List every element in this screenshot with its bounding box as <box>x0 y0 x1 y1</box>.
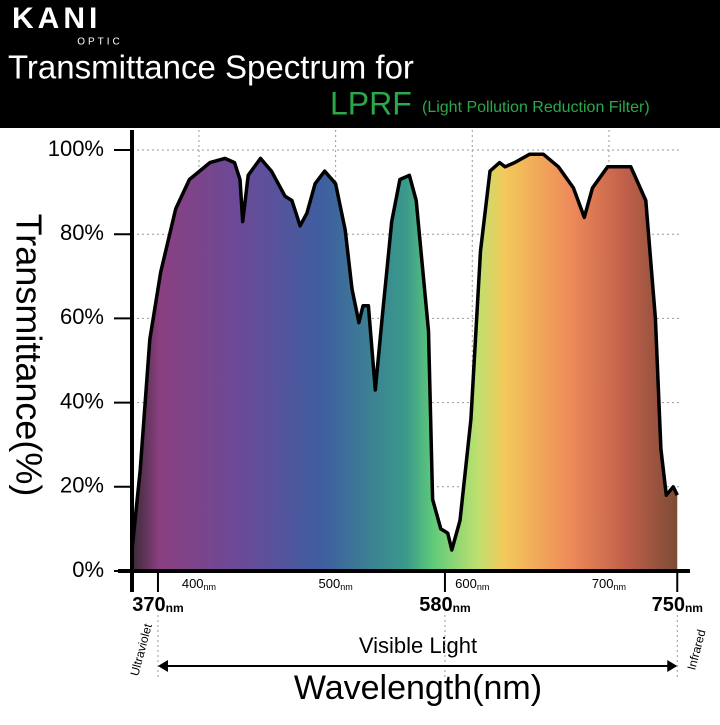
subtitle: LPRF <box>330 85 412 121</box>
x-tick-label-value: 400 <box>182 576 204 591</box>
y-axis-label: Transmittance(%) <box>8 214 49 497</box>
x-tick-label: 500nm <box>319 576 353 592</box>
major-x-tick-label-value: 580 <box>419 594 452 616</box>
y-tick-label: 60% <box>60 304 104 329</box>
spectrum-line <box>130 152 679 552</box>
major-x-tick-label-unit: nm <box>453 601 471 615</box>
x-tick-label: 700nm <box>592 576 626 592</box>
major-x-tick-label: 750nm <box>652 594 703 616</box>
x-tick-label-value: 700 <box>592 576 614 591</box>
major-x-tick-label-value: 750 <box>652 594 685 616</box>
x-axis-label: Wavelength(nm) <box>294 669 542 707</box>
x-tick-label-unit: nm <box>614 582 627 592</box>
area-fill <box>132 154 678 571</box>
subtitle-note: (Light Pollution Reduction Filter) <box>422 99 650 116</box>
x-tick-label-value: 500 <box>319 576 341 591</box>
left-label: Ultraviolet <box>127 622 155 678</box>
x-tick-label: 400nm <box>182 576 216 592</box>
major-x-tick-label: 370nm <box>132 594 183 616</box>
major-x-tick-label-unit: nm <box>166 601 184 615</box>
major-x-tick-label-value: 370 <box>132 594 165 616</box>
brand: KANI <box>12 2 101 35</box>
y-tick-label: 80% <box>60 220 104 245</box>
y-tick-label: 0% <box>72 557 104 582</box>
x-tick-label-unit: nm <box>340 582 353 592</box>
header <box>0 0 720 128</box>
x-tick-label: 600nm <box>455 576 489 592</box>
right-label: Infrared <box>684 628 708 672</box>
x-tick-label-unit: nm <box>204 582 217 592</box>
band-label: Visible Light <box>359 633 477 658</box>
chart-title: Transmittance Spectrum for <box>8 49 414 86</box>
y-tick-label: 100% <box>48 136 104 161</box>
x-tick-label-unit: nm <box>477 582 490 592</box>
y-tick-label: 40% <box>60 388 104 413</box>
major-x-tick-label-unit: nm <box>685 601 703 615</box>
x-tick-label-value: 600 <box>455 576 477 591</box>
major-x-tick-label: 580nm <box>419 594 470 616</box>
y-tick-label: 20% <box>60 473 104 498</box>
brand-sub: OPTIC <box>77 37 123 48</box>
